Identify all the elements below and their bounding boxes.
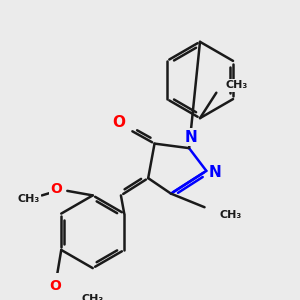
Text: CH₃: CH₃ — [219, 209, 241, 220]
Text: CH₃: CH₃ — [225, 80, 248, 90]
Text: O: O — [112, 115, 126, 130]
Text: CH₃: CH₃ — [82, 294, 104, 300]
Text: O: O — [49, 279, 61, 293]
Text: CH₃: CH₃ — [18, 194, 40, 204]
Text: O: O — [50, 182, 62, 196]
Text: N: N — [184, 130, 197, 145]
Text: N: N — [209, 165, 222, 180]
